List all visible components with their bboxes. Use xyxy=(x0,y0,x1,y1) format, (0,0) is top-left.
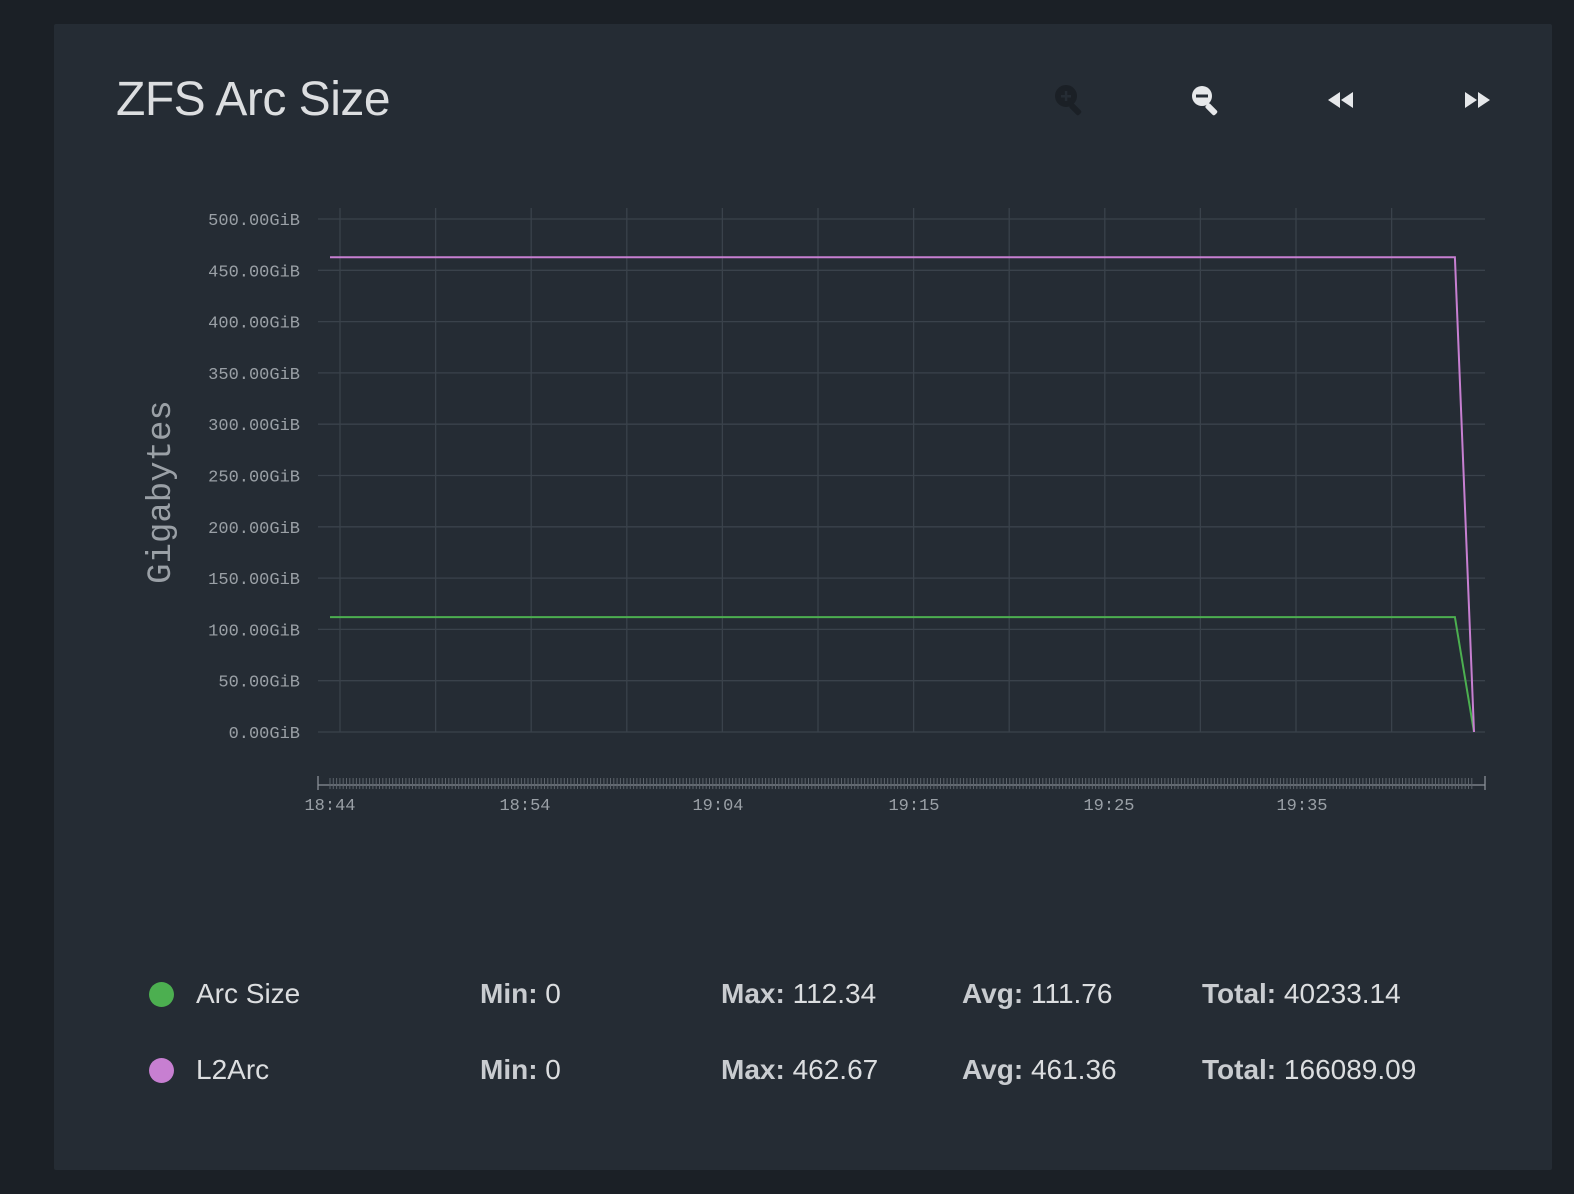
y-tick-label: 50.00GiB xyxy=(218,674,300,693)
stat-avg-label: Avg: xyxy=(962,978,1024,1009)
x-tick-label: 19:25 xyxy=(1083,797,1134,816)
series-line-l2arc xyxy=(330,256,1475,733)
stat-total-value: 166089.09 xyxy=(1276,1054,1417,1085)
y-tick-label: 100.00GiB xyxy=(208,622,300,641)
y-tick-label: 300.00GiB xyxy=(208,417,300,436)
stat-max-value: 112.34 xyxy=(784,978,877,1009)
y-tick-label: 500.00GiB xyxy=(208,212,300,231)
stat-min-label: Min: xyxy=(480,1054,538,1085)
line-chart: 0.00GiB 50.00GiB 100.00GiB 150.00GiB 200.00G… xyxy=(143,208,1486,816)
y-tick-label: 0.00GiB xyxy=(229,725,300,744)
stat-min: Min: 0 xyxy=(480,978,561,1010)
legend-row[interactable]: L2Arc Min: 0 Max: 462.67 Avg: 461.36 Total: … xyxy=(54,1052,1552,1092)
rewind-icon[interactable] xyxy=(1321,80,1361,120)
stat-max: Max: 462.67 xyxy=(721,1054,878,1086)
stat-avg: Avg: 461.36 xyxy=(962,1054,1117,1086)
x-tick-label: 19:04 xyxy=(692,797,743,816)
y-axis-title: Gigabytes xyxy=(143,400,181,584)
zoom-out-icon[interactable] xyxy=(1186,80,1226,120)
y-tick-label: 200.00GiB xyxy=(208,520,300,539)
y-tick-label: 150.00GiB xyxy=(208,571,300,590)
stat-total-label: Total: xyxy=(1202,978,1277,1009)
y-tick-label: 400.00GiB xyxy=(208,315,300,334)
stat-total-label: Total: xyxy=(1202,1054,1277,1085)
widget-title: ZFS Arc Size xyxy=(116,73,391,126)
zoom-in-icon[interactable] xyxy=(1050,80,1090,120)
stat-total: Total: 40233.14 xyxy=(1202,978,1401,1010)
x-tick-label: 18:54 xyxy=(499,797,550,816)
stat-avg: Avg: 111.76 xyxy=(962,978,1112,1010)
y-tick-label: 450.00GiB xyxy=(208,263,300,282)
stat-min-label: Min: xyxy=(480,978,538,1009)
stat-min: Min: 0 xyxy=(480,1054,561,1086)
legend-row[interactable]: Arc Size Min: 0 Max: 112.34 Avg: 111.76 Tota… xyxy=(54,976,1552,1016)
stat-min-value: 0 xyxy=(537,978,561,1009)
legend-color-dot xyxy=(149,982,174,1007)
stat-max: Max: 112.34 xyxy=(721,978,876,1010)
x-tick-label: 19:35 xyxy=(1276,797,1327,816)
stat-total: Total: 166089.09 xyxy=(1202,1054,1416,1086)
stat-min-value: 0 xyxy=(537,1054,561,1085)
stat-avg-label: Avg: xyxy=(962,1054,1024,1085)
fast-forward-icon[interactable] xyxy=(1457,80,1497,120)
x-tick-label: 18:44 xyxy=(304,797,355,816)
chart-widget: ZFS Arc Size xyxy=(54,24,1552,1170)
stat-max-label: Max: xyxy=(721,1054,785,1085)
stat-max-value: 462.67 xyxy=(784,1054,879,1085)
legend-color-dot xyxy=(149,1058,174,1083)
legend-series-name: Arc Size xyxy=(196,978,301,1009)
y-tick-label: 250.00GiB xyxy=(208,469,300,488)
stat-avg-value: 111.76 xyxy=(1023,978,1113,1009)
x-tick-label: 19:15 xyxy=(888,797,939,816)
legend-series-name: L2Arc xyxy=(196,1054,270,1085)
y-tick-label: 350.00GiB xyxy=(208,366,300,385)
chart-toolbar xyxy=(54,80,1552,120)
stat-avg-value: 461.36 xyxy=(1023,1054,1117,1085)
stat-total-value: 40233.14 xyxy=(1276,978,1401,1009)
series-line-arc-size xyxy=(330,616,1475,733)
stat-max-label: Max: xyxy=(721,978,785,1009)
